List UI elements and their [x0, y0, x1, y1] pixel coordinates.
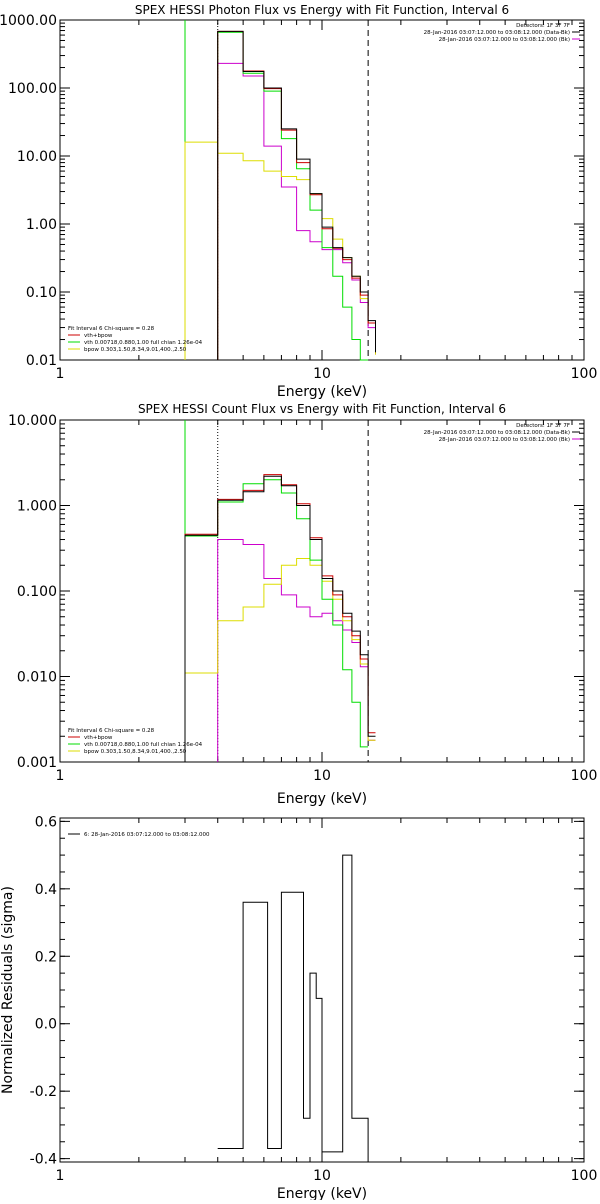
y-tick-label: -0.2 — [30, 1084, 57, 1100]
plot-title-2: SPEX HESSI Count Flux vs Energy with Fit… — [138, 402, 506, 416]
y-tick-label: 10.000 — [8, 413, 57, 429]
legend-bottomleft-entry: bpow 0.303,1.50,8.34,9.01,400.,2.50 — [84, 749, 187, 755]
plot-frame-1 — [60, 20, 584, 360]
x-tick-label: 10 — [313, 1168, 331, 1184]
y-axis-label: Normalized Residuals (sigma) — [0, 886, 16, 1094]
series-fit-total-histogram — [185, 475, 376, 762]
legend-bottomleft-entry: vth 0.00718,0.880,1.00 full chian 1.26e-… — [84, 742, 203, 748]
legend-topright-entry: Detectors: 1F 3F 7F — [516, 23, 570, 29]
x-tick-label: 10 — [313, 768, 331, 784]
y-tick-label: 0.6 — [35, 814, 57, 830]
y-tick-label: 0.010 — [17, 670, 57, 686]
legend-bottomleft-entry: Fit Interval 6 Chi-square = 0.28 — [68, 326, 155, 332]
y-tick-label: -0.4 — [30, 1152, 57, 1168]
y-tick-label: 1.00 — [26, 217, 57, 233]
x-tick-label: 100 — [571, 1168, 598, 1184]
x-tick-label: 10 — [313, 366, 331, 382]
y-tick-label: 0.01 — [26, 353, 57, 369]
series-vth-histogram — [218, 32, 368, 360]
y-tick-label: 0.0 — [35, 1017, 57, 1033]
legend-bottomleft-entry: Fit Interval 6 Chi-square = 0.28 — [68, 728, 155, 734]
legend-topright-entry: 28-Jan-2016 03:07:12.000 to 03:08:12.000… — [439, 437, 570, 443]
legend-bottomleft-entry: bpow 0.303,1.50,8.34,9.01,400.,2.50 — [84, 347, 187, 353]
series-bpow-histogram — [185, 559, 376, 763]
y-tick-label: 0.001 — [17, 755, 57, 771]
series-total-histogram — [218, 855, 368, 1162]
y-tick-label: 10.00 — [17, 149, 57, 165]
legend-topright-entry: 28-Jan-2016 03:07:12.000 to 03:08:12.000… — [424, 430, 570, 436]
legend-topright-entry: Detectors: 1F 3F 7F — [516, 423, 570, 429]
y-tick-label: 0.4 — [35, 882, 57, 898]
legend-bottomleft-entry: vth 0.00718,0.880,1.00 full chian 1.26e-… — [84, 340, 203, 346]
y-tick-label: 1.000 — [17, 499, 57, 515]
legend-entry: 6: 28-Jan-2016 03:07:12.000 to 03:08:12.… — [84, 832, 210, 838]
y-tick-label: 0.10 — [26, 285, 57, 301]
legend-bottomleft-entry: vth+bpow — [84, 333, 113, 339]
x-tick-label: 100 — [571, 768, 598, 784]
y-tick-label: 100.00 — [8, 81, 57, 97]
series-bpow-histogram — [185, 142, 376, 360]
legend-bottomleft-entry: vth+bpow — [84, 735, 113, 741]
x-axis-label: Energy (keV) — [277, 384, 367, 400]
legend-topright-entry: 28-Jan-2016 03:07:12.000 to 03:08:12.000… — [424, 30, 570, 36]
legend-topright-entry: 28-Jan-2016 03:07:12.000 to 03:08:12.000… — [439, 37, 570, 43]
x-axis-label: Energy (keV) — [277, 791, 367, 807]
series-bk-histogram — [218, 540, 376, 763]
x-tick-label: 100 — [571, 366, 598, 382]
x-axis-label: Energy (keV) — [277, 1186, 367, 1200]
x-tick-label: 1 — [56, 1168, 65, 1184]
plot-title-1: SPEX HESSI Photon Flux vs Energy with Fi… — [135, 3, 509, 17]
y-tick-label: 0.2 — [35, 949, 57, 965]
y-tick-label: 1000.00 — [0, 13, 57, 29]
series-total-histogram — [185, 476, 376, 762]
y-tick-label: 0.100 — [17, 584, 57, 600]
